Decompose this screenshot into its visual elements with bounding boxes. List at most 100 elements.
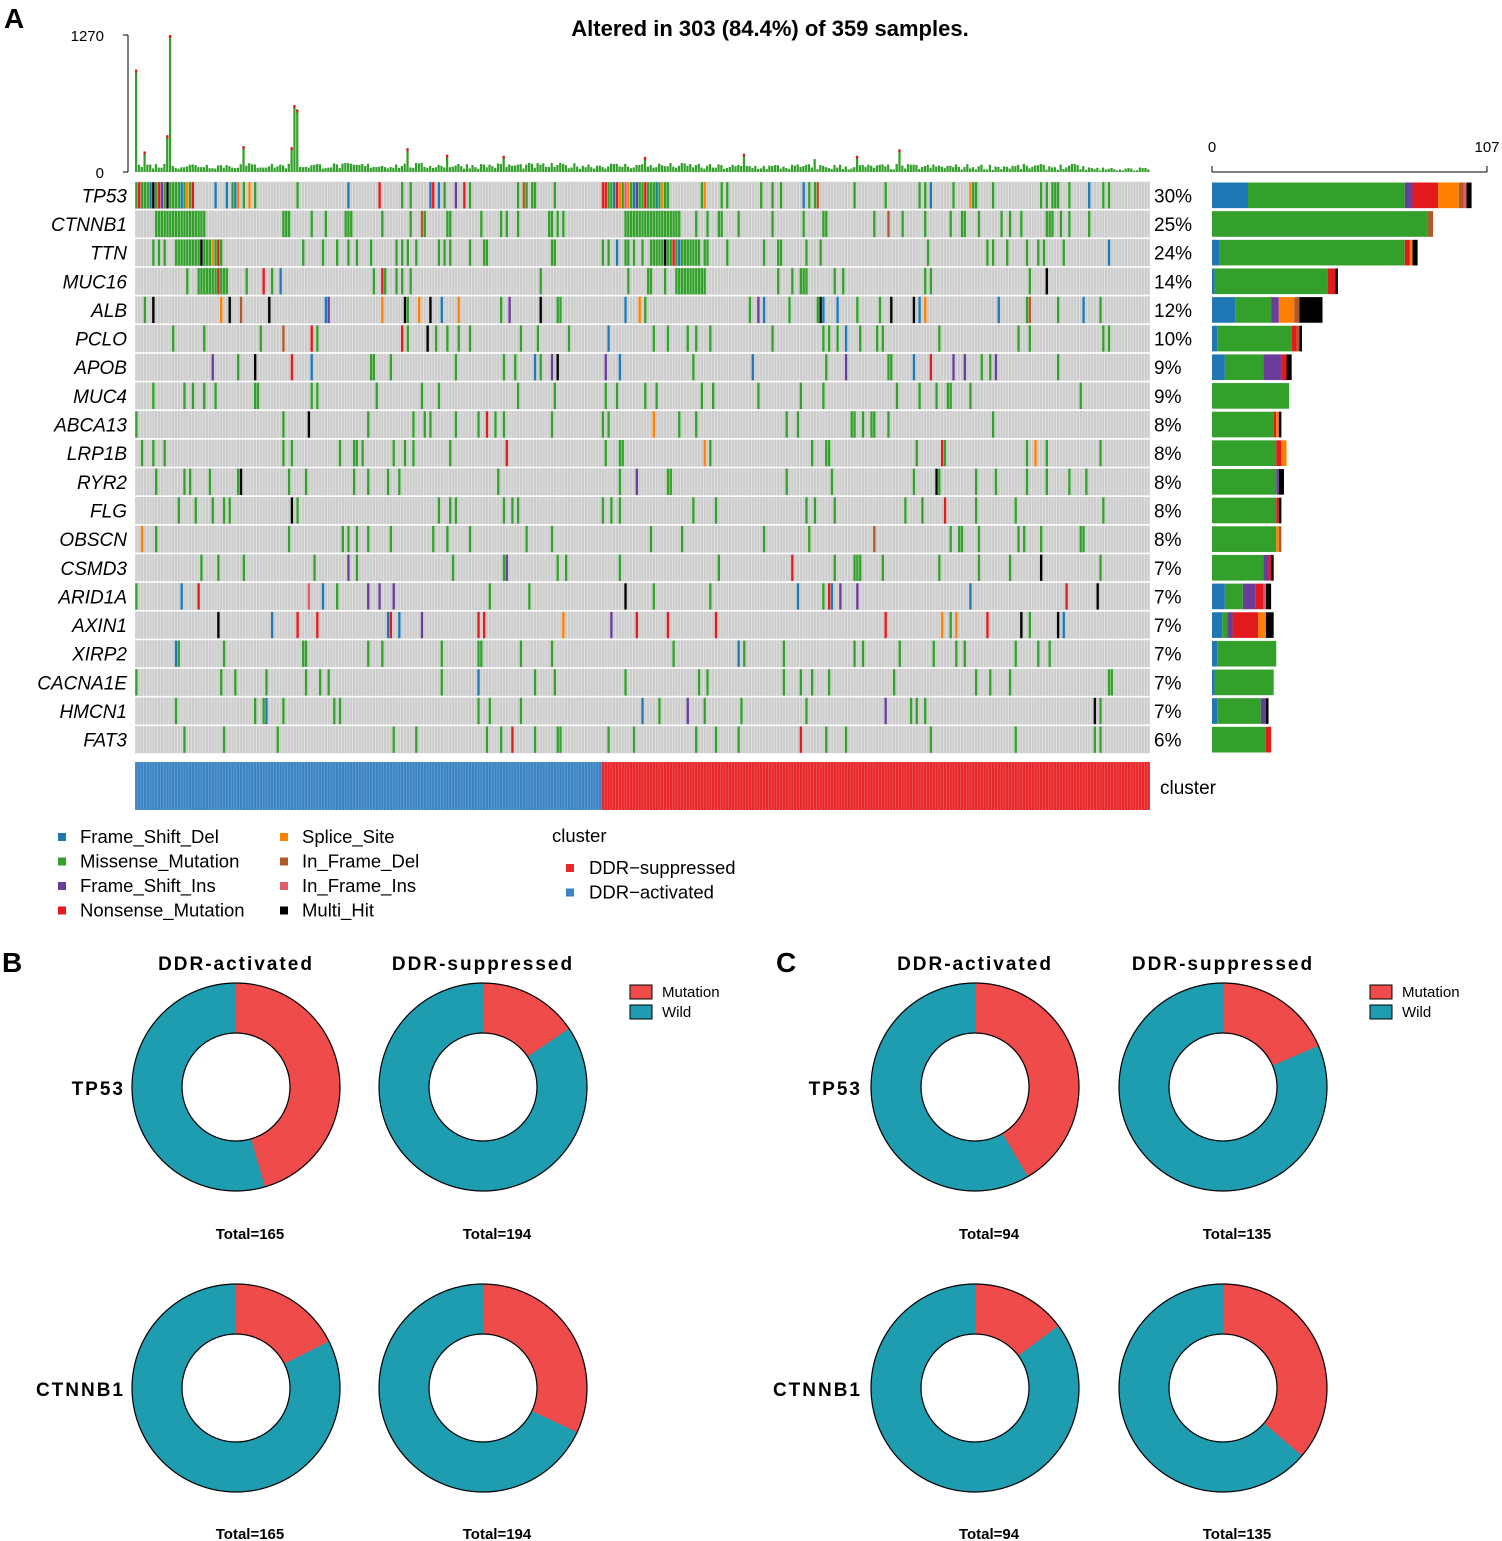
mutation-cell xyxy=(1101,325,1105,352)
mutation-cell xyxy=(154,526,158,553)
mutation-cell xyxy=(666,239,670,266)
sample-burden-bar xyxy=(1051,167,1054,172)
mutation-cell xyxy=(655,210,659,238)
mutation-cell xyxy=(1062,239,1066,266)
mutation-cell xyxy=(508,296,512,324)
mutation-cell xyxy=(799,726,803,753)
mutation-cell xyxy=(366,411,370,438)
mutation-cell xyxy=(626,182,630,209)
mutation-cell xyxy=(347,182,350,209)
mutation-cell xyxy=(194,497,198,524)
sample-burden-bar xyxy=(171,166,174,172)
mutation-cell xyxy=(304,640,308,667)
mutation-cell xyxy=(200,210,203,238)
mutation-cell xyxy=(171,210,175,238)
sample-burden-bar xyxy=(321,168,324,172)
mutation-cell xyxy=(355,239,359,266)
mutation-cell xyxy=(929,354,933,381)
mutation-cell xyxy=(205,239,209,266)
mutation-cell xyxy=(202,325,206,352)
mutation-cell xyxy=(166,210,169,238)
mutation-cell xyxy=(725,239,729,266)
mutation-cell xyxy=(725,182,729,209)
sample-burden-bar xyxy=(576,166,579,172)
sample-burden-bar xyxy=(595,165,599,172)
sample-burden-bar xyxy=(1022,163,1025,172)
mutation-cell xyxy=(550,210,554,238)
sample-burden-bar xyxy=(1068,165,1071,172)
mutation-cell xyxy=(935,468,938,495)
mutation-cell xyxy=(1017,526,1020,553)
sample-burden-bar xyxy=(776,165,780,172)
sample-burden-bar xyxy=(782,166,785,172)
mutation-cell xyxy=(533,726,537,753)
gene-percent: 7% xyxy=(1154,645,1182,666)
sample-burden-bar xyxy=(570,167,573,172)
mutation-cell xyxy=(270,611,274,639)
mutation-cell xyxy=(666,468,670,495)
mutation-cell xyxy=(135,669,138,696)
sample-burden-bar xyxy=(601,167,604,172)
sample-burden-bar xyxy=(1104,169,1107,172)
mutation-cell xyxy=(643,210,647,238)
mutation-cell xyxy=(918,382,921,409)
mutation-cell xyxy=(669,210,673,238)
sample-burden-bar xyxy=(1053,167,1057,172)
sample-burden-bar xyxy=(1093,169,1096,172)
mutation-cell xyxy=(1008,210,1012,238)
mutation-cell xyxy=(315,382,319,409)
donut-column-title: DDR-activated xyxy=(897,954,1053,975)
mutation-cell xyxy=(615,239,619,266)
sample-burden-bar xyxy=(836,167,839,172)
sample-burden-bar xyxy=(256,167,259,172)
mutation-cell xyxy=(151,296,155,324)
mutation-cell xyxy=(219,296,223,324)
gene-variant-bar xyxy=(1273,411,1277,438)
mutation-cell xyxy=(533,669,537,696)
mutation-cell xyxy=(675,268,678,295)
mutation-cell xyxy=(663,182,667,209)
sample-burden-bar xyxy=(233,168,237,172)
mutation-cell xyxy=(406,296,410,324)
sample-burden-bar xyxy=(1144,167,1147,172)
mutation-cell xyxy=(872,210,876,238)
sample-burden-bar xyxy=(850,168,853,172)
sample-burden-bar xyxy=(1008,168,1011,172)
mutation-cell xyxy=(214,239,217,266)
gene-percent: 6% xyxy=(1154,731,1182,752)
mutation-cell xyxy=(332,697,336,725)
gene-variant-bar xyxy=(1260,698,1266,724)
gene-variant-bar xyxy=(1278,497,1282,524)
sample-burden-bar xyxy=(276,166,279,172)
mutation-cell xyxy=(516,497,520,524)
sample-burden-bar xyxy=(457,164,460,172)
mutation-cell xyxy=(638,210,642,238)
mutation-cell xyxy=(663,210,667,238)
sample-burden-bar xyxy=(282,165,285,172)
mutation-cell xyxy=(632,726,636,753)
mutation-cell xyxy=(915,440,919,467)
sample-burden-bar xyxy=(530,163,534,172)
mutation-cell xyxy=(171,182,175,209)
mutation-cell xyxy=(446,526,449,553)
sample-burden-bar xyxy=(997,166,1000,172)
mutation-cell xyxy=(703,182,707,209)
sample-burden-bar xyxy=(723,168,726,172)
mutation-cell xyxy=(259,325,263,352)
mutation-cell xyxy=(853,411,856,438)
mutation-cell xyxy=(423,210,427,238)
mutation-cell xyxy=(550,239,554,266)
sample-burden-bar xyxy=(448,167,452,172)
gene-variant-bar xyxy=(1404,182,1413,209)
sample-burden-bar xyxy=(694,165,698,172)
mutation-cell xyxy=(607,239,610,266)
gene-variant-bar xyxy=(1412,239,1418,266)
sample-burden-bar xyxy=(335,164,338,172)
sample-burden-bar xyxy=(590,167,593,172)
legend-label: Splice_Site xyxy=(302,826,395,848)
mutation-cell xyxy=(714,497,718,524)
sample-burden-bar xyxy=(525,164,528,172)
gene-variant-bar xyxy=(1299,297,1323,323)
mutation-cell xyxy=(160,182,164,209)
donut-outline xyxy=(1118,982,1328,1192)
